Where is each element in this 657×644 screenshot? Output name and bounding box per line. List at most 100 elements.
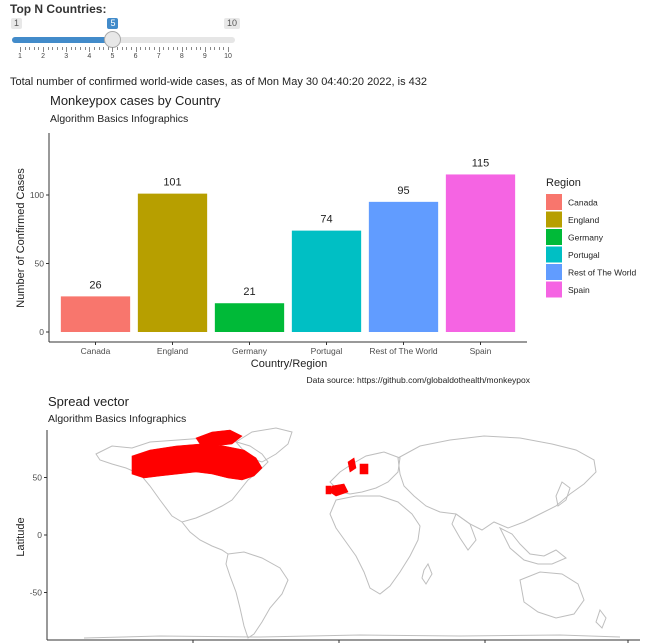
x-ticks-group: Canada England Germany Portugal Rest of The … — [81, 342, 492, 356]
legend-swatch — [546, 264, 562, 280]
summary-text: Total number of confirmed world-wide cas… — [10, 76, 428, 88]
bar-value-label: 21 — [243, 286, 255, 298]
new-zealand-shape — [595, 608, 607, 629]
y-ticks-group: 0 50 100 — [30, 190, 49, 337]
legend: Canada England Germany Portugal Rest of The … — [546, 194, 636, 298]
slider-tick-label: 9 — [202, 53, 207, 60]
slider-minor-tick — [70, 47, 72, 50]
slider-track-fill — [12, 37, 113, 43]
slider-minor-tick — [52, 47, 54, 50]
chart-caption: Data source: https://github.com/globaldo… — [307, 375, 531, 385]
slider-minor-tick — [214, 47, 216, 50]
slider-label: Top N Countries: — [10, 2, 107, 16]
slider-minor-tick — [223, 47, 225, 50]
slider-minor-tick — [75, 47, 77, 50]
slider-minor-tick — [191, 47, 193, 50]
slider-minor-tick — [149, 47, 151, 50]
legend-label: England — [568, 215, 599, 225]
bar-value-label: 101 — [163, 177, 181, 189]
australia-shape — [519, 571, 585, 619]
slider-tick — [135, 47, 137, 52]
canada-islands-highlight — [195, 429, 243, 447]
spread-map: Spread vector Algorithm Basics Infograph… — [15, 394, 640, 643]
slider-track[interactable] — [12, 37, 235, 43]
slider-minor-tick — [98, 47, 100, 50]
slider-tick — [228, 47, 229, 52]
bar-chart: Monkeypox cases by Country Algorithm Bas… — [15, 93, 636, 385]
legend-title: Region — [546, 177, 581, 189]
map-y-tick-label: 0 — [37, 530, 42, 540]
slider-tick — [158, 47, 160, 52]
spain-highlight — [329, 483, 349, 497]
map-y-tick-label: -50 — [30, 588, 43, 598]
map-title: Spread vector — [48, 394, 130, 409]
bar — [60, 296, 131, 332]
slider-minor-tick — [172, 47, 174, 50]
slider-tick — [181, 47, 183, 52]
slider-tick — [20, 47, 21, 52]
slider-tick-label: 6 — [133, 53, 138, 60]
slider-tick — [89, 47, 91, 52]
map-subtitle: Algorithm Basics Infographics — [48, 413, 186, 425]
highlighted-regions — [131, 429, 369, 497]
bar-value-label: 95 — [397, 185, 409, 197]
bar — [214, 303, 285, 332]
south-america-shape — [225, 551, 289, 639]
central-america-shape — [181, 521, 229, 555]
x-tick-label: Portugal — [311, 346, 343, 356]
antarctica-shape — [83, 634, 621, 639]
slider-min-label: 1 — [11, 18, 23, 29]
legend-label: Canada — [568, 198, 598, 208]
slider-tick-label: 4 — [87, 53, 92, 60]
slider-tick — [66, 47, 68, 52]
slider-tick-label: 5 — [110, 53, 115, 60]
y-tick-label: 100 — [30, 190, 44, 200]
slider-tick-label: 10 — [224, 53, 232, 60]
slider-tick-label: 7 — [156, 53, 161, 60]
slider-minor-tick — [218, 47, 220, 50]
bar — [137, 193, 208, 332]
slider-minor-tick — [163, 47, 165, 50]
legend-swatch — [546, 194, 562, 210]
y-tick-label: 50 — [35, 259, 45, 269]
slider-minor-tick — [200, 47, 202, 50]
y-axis-title: Number of Confirmed Cases — [15, 168, 27, 308]
bars-group: 26 101 21 74 95 115 — [60, 157, 516, 332]
slider-minor-tick — [117, 47, 119, 50]
japan-shape — [555, 481, 571, 507]
legend-label: Germany — [568, 233, 604, 243]
slider-tick — [112, 47, 114, 52]
slider-minor-tick — [177, 47, 179, 50]
map-y-tick-label: 50 — [33, 473, 43, 483]
chart-subtitle: Algorithm Basics Infographics — [50, 113, 188, 125]
slider-minor-tick — [84, 47, 86, 50]
legend-label: Portugal — [568, 250, 600, 260]
bar — [445, 174, 516, 332]
slider-minor-tick — [186, 47, 188, 50]
x-tick-label: Rest of The World — [369, 346, 437, 356]
bar — [368, 201, 439, 332]
legend-label: Rest of The World — [568, 268, 636, 278]
slider-minor-tick — [47, 47, 49, 50]
slider-minor-tick — [121, 47, 123, 50]
slider-minor-tick — [24, 47, 26, 50]
bar-value-label: 115 — [472, 157, 490, 169]
slider-minor-tick — [80, 47, 82, 50]
slider-max-label: 10 — [224, 18, 241, 29]
slider-minor-tick — [29, 47, 31, 50]
africa-shape — [329, 495, 421, 595]
madagascar-shape — [421, 562, 433, 585]
x-axis-title: Country/Region — [251, 358, 327, 370]
world-outline — [83, 427, 621, 639]
slider-minor-tick — [154, 47, 156, 50]
slider-minor-tick — [33, 47, 35, 50]
legend-swatch — [546, 246, 562, 263]
slider-minor-tick — [107, 47, 109, 50]
map-y-axis-title: Latitude — [15, 517, 27, 556]
slider-tick — [43, 47, 45, 52]
slider-handle[interactable] — [104, 31, 122, 48]
chart-title: Monkeypox cases by Country — [50, 93, 221, 108]
slider-minor-tick — [130, 47, 132, 50]
portugal-highlight — [325, 485, 332, 495]
bar-value-label: 26 — [89, 279, 101, 291]
